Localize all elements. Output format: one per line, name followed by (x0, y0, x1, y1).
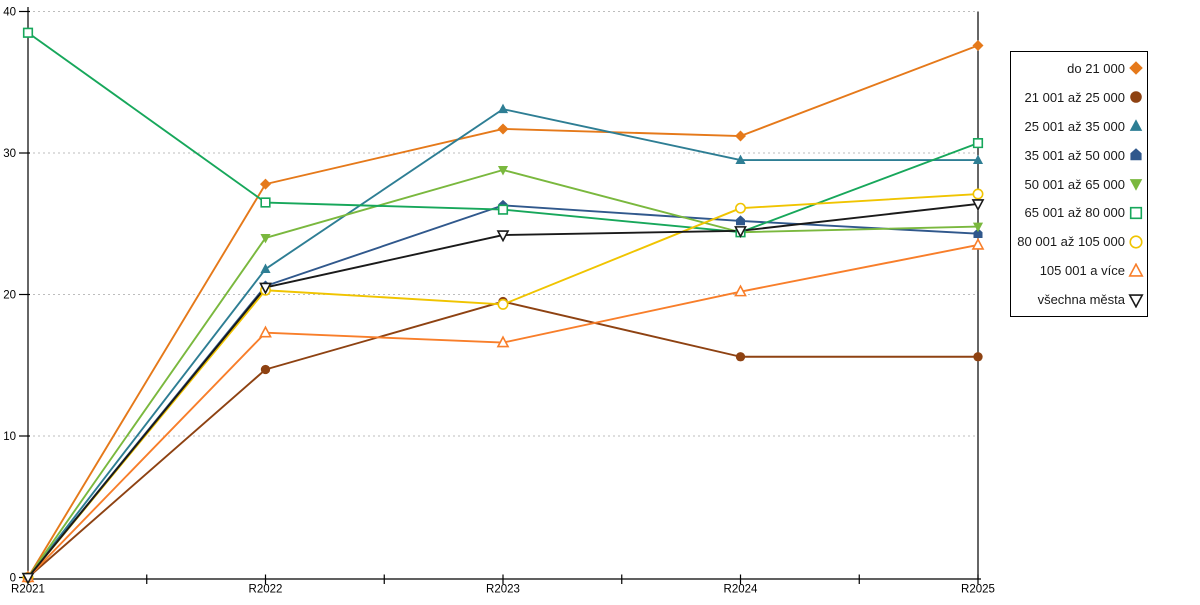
x-tick-label: R2022 (249, 584, 283, 596)
data-point-marker (735, 154, 746, 165)
pentagon-marker-icon (1130, 148, 1142, 161)
legend-label: 21 001 až 25 000 (1024, 89, 1125, 105)
legend-item[interactable]: 50 001 až 65 000 (1013, 170, 1144, 199)
data-point-marker (972, 138, 984, 149)
triangle-up-glyph (1128, 262, 1144, 277)
triangle-up-marker-icon (1129, 119, 1143, 132)
y-tick-label: 20 (3, 290, 16, 302)
data-point-marker (735, 215, 746, 226)
data-point-marker (972, 154, 984, 165)
data-point-marker (972, 222, 984, 233)
series-line (27, 193, 979, 579)
legend-item[interactable]: do 21 000 (1013, 54, 1144, 83)
legend-item[interactable]: 105 001 a více (1013, 256, 1144, 285)
data-point-marker (972, 188, 984, 200)
pentagon-glyph (1130, 148, 1142, 161)
legend-label: 80 001 až 105 000 (1017, 234, 1125, 250)
data-point-marker (734, 284, 747, 297)
data-point-marker (260, 364, 271, 375)
legend-label: do 21 000 (1067, 60, 1125, 76)
data-point-marker (973, 228, 983, 238)
data-point-marker (735, 352, 746, 362)
legend-label: 25 001 až 35 000 (1024, 118, 1125, 134)
data-point-marker (259, 325, 272, 338)
data-point-marker (260, 263, 271, 273)
legend-label: 105 001 a více (1039, 263, 1125, 279)
circle-marker-icon (1129, 235, 1143, 249)
data-point-marker (735, 130, 746, 142)
data-point-marker (971, 237, 985, 250)
square-marker-icon (1129, 206, 1143, 219)
legend-item[interactable]: 80 001 až 105 000 (1013, 227, 1144, 256)
data-point-marker (971, 199, 985, 212)
triangle-down-glyph (1129, 179, 1143, 191)
data-point-marker (21, 572, 35, 585)
diamond-glyph (1129, 61, 1143, 76)
data-point-marker (259, 282, 272, 295)
data-point-marker (496, 335, 510, 348)
series-line (27, 202, 979, 579)
square-glyph (1129, 206, 1143, 219)
data-point-marker (496, 230, 510, 243)
legend-item[interactable]: 21 001 až 25 000 (1013, 83, 1144, 112)
legend-item[interactable]: 25 001 až 35 000 (1013, 112, 1144, 141)
triangle-down-marker-icon (1128, 293, 1144, 308)
data-point-marker (973, 352, 983, 362)
y-tick-label: 30 (3, 148, 16, 160)
data-point-marker (497, 123, 509, 135)
data-point-marker (497, 298, 509, 310)
triangle-down-marker-icon (1129, 179, 1143, 191)
data-point-marker (734, 226, 747, 239)
data-point-marker (260, 233, 271, 244)
y-tick-label: 10 (3, 431, 16, 443)
legend-item[interactable]: všechna města (1013, 285, 1144, 314)
legend-label: 35 001 až 50 000 (1024, 147, 1125, 163)
circle-glyph (1129, 235, 1143, 249)
data-point-marker (972, 39, 984, 51)
data-point-marker (22, 27, 34, 38)
data-point-marker (497, 103, 509, 114)
triangle-up-glyph (1129, 119, 1143, 132)
data-point-marker (497, 204, 509, 215)
chart-legend: do 21 000 21 001 až 25 000 25 001 až 35 00… (1010, 51, 1148, 317)
x-tick-label: R2024 (724, 584, 758, 596)
y-tick-label: 0 (10, 573, 16, 585)
circle-glyph (1130, 91, 1142, 104)
triangle-down-glyph (1128, 293, 1144, 308)
circle-marker-icon (1130, 91, 1142, 104)
x-tick-label: R2021 (11, 584, 45, 596)
legend-label: 65 001 až 80 000 (1024, 205, 1125, 221)
x-tick-label: R2025 (961, 584, 995, 596)
legend-label: 50 001 až 65 000 (1024, 176, 1125, 192)
data-point-marker (260, 197, 271, 208)
data-point-marker (260, 178, 271, 190)
x-tick-label: R2023 (486, 584, 520, 596)
legend-label: všechna města (1037, 292, 1125, 308)
data-point-marker (735, 202, 746, 214)
legend-item[interactable]: 35 001 až 50 000 (1013, 141, 1144, 170)
legend-item[interactable]: 65 001 až 80 000 (1013, 198, 1144, 227)
triangle-up-marker-icon (1128, 262, 1144, 277)
y-tick-label: 40 (3, 7, 16, 19)
data-point-marker (497, 166, 509, 176)
diamond-marker-icon (1129, 61, 1143, 76)
